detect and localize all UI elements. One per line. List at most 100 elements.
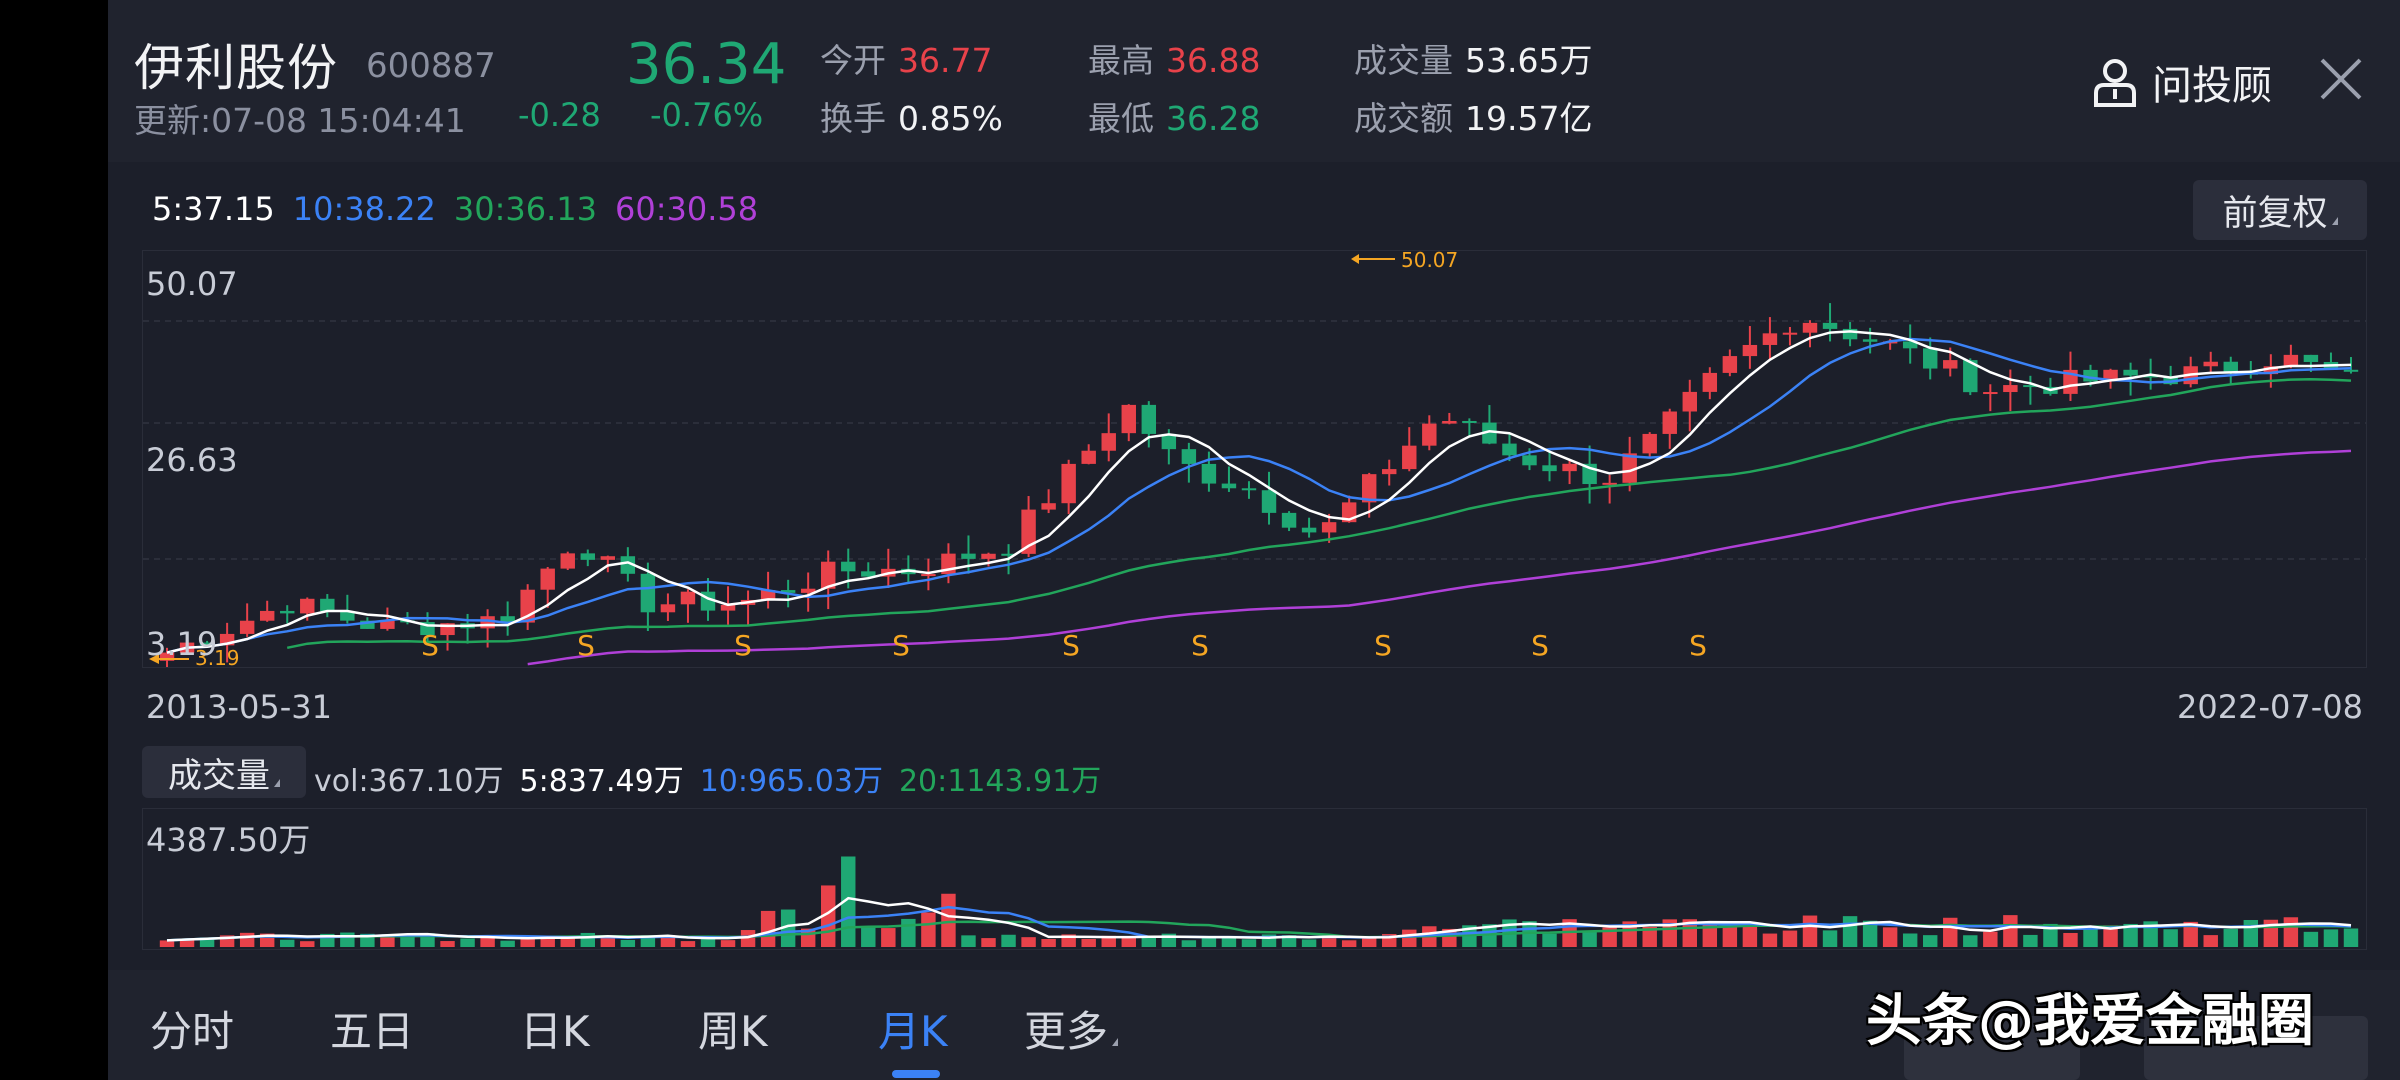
advisor-person-icon xyxy=(2094,59,2136,107)
volume-bar xyxy=(1101,935,1116,947)
volume-bar xyxy=(1361,937,1377,947)
volume-chart[interactable]: 4387.50万 xyxy=(142,808,2367,950)
candle-body xyxy=(1061,463,1076,504)
candle-body xyxy=(1241,488,1257,491)
candle-body xyxy=(2203,361,2218,367)
price-axis-top: 50.07 xyxy=(146,265,238,303)
candle-body xyxy=(640,573,656,613)
candle-body xyxy=(2143,375,2158,378)
volume-bar xyxy=(620,939,636,947)
candle-body xyxy=(1081,450,1096,464)
indicator-dropdown[interactable]: 成交量 xyxy=(142,746,306,798)
stat-amount-value: 19.57亿 xyxy=(1465,99,1593,138)
volume-bar xyxy=(2083,925,2098,947)
volume-bar xyxy=(600,936,616,947)
volume-bar xyxy=(1822,930,1838,947)
candle-body xyxy=(620,556,636,574)
tab-more[interactable]: 更多 xyxy=(1024,998,1119,1059)
volume-bar xyxy=(540,937,555,947)
candle-body xyxy=(1402,445,1417,470)
signal-marker: S xyxy=(1374,629,1392,662)
candle-body xyxy=(1602,482,1617,485)
candle-body xyxy=(1201,463,1217,484)
volume-bar xyxy=(1742,926,1758,947)
candle-body xyxy=(1361,474,1377,503)
end-date: 2022-07-08 xyxy=(2177,688,2363,726)
volume-bar xyxy=(861,927,876,947)
candle-body xyxy=(1161,433,1177,450)
tab-intraday[interactable]: 分时 xyxy=(150,1007,235,1056)
candle-body xyxy=(1802,322,1818,333)
volume-bar xyxy=(901,918,916,947)
volume-legend: vol:367.10万 5:837.49万 10:965.03万 20:1143… xyxy=(314,756,1101,800)
volume-bar xyxy=(680,941,696,947)
price-chart[interactable]: S S S S S S S S S 50.07 3.19 50.07 26.63 3.19 xyxy=(142,248,2367,678)
candle-body xyxy=(1442,420,1457,424)
candle-body xyxy=(780,590,796,593)
volume-bar xyxy=(1341,940,1357,947)
start-date: 2013-05-31 xyxy=(146,688,332,726)
volume-bar xyxy=(1301,939,1317,947)
volume-bar xyxy=(1402,929,1417,947)
stat-open: 今开 36.77 xyxy=(820,34,992,82)
candle-body xyxy=(1321,522,1337,533)
volume-bar xyxy=(1722,922,1738,947)
ma30-line xyxy=(286,378,2352,650)
stock-detail-screen: 伊利股份 600887 更新:07-08 15:04:41 36.34 -0.2… xyxy=(108,0,2400,1080)
volume-bar xyxy=(239,932,255,947)
max-marker-label: 50.07 xyxy=(1401,251,1458,272)
tab-monthly-k[interactable]: 月K xyxy=(878,1007,948,1056)
volume-bar xyxy=(520,935,535,947)
ma10-line xyxy=(166,337,2352,654)
stock-name: 伊利股份 xyxy=(134,39,338,97)
candle-body xyxy=(1762,333,1778,345)
candle-body xyxy=(720,604,736,611)
volume-bar xyxy=(2303,931,2319,947)
period-tab-bar: 分时 五日 日K 周K 月K 更多 xyxy=(108,970,2400,1080)
candle-body xyxy=(1141,404,1157,434)
candle-body xyxy=(1923,348,1938,369)
candlestick-svg: S S S S S S S S S 50.07 3.19 xyxy=(143,248,2366,678)
stat-turnover-value: 0.85% xyxy=(898,99,1003,138)
tab-weekly-k[interactable]: 周K xyxy=(698,1007,768,1056)
volume-bar xyxy=(300,941,315,947)
volume-bar xyxy=(560,938,575,947)
candle-body xyxy=(1181,449,1197,464)
ma60-value: 60:30.58 xyxy=(614,190,759,228)
candle-body xyxy=(1301,527,1317,533)
volume-bar xyxy=(380,934,395,947)
price-axis-bottom: 3.19 xyxy=(146,625,218,663)
max-marker-arrow xyxy=(1351,254,1359,264)
volume-bar xyxy=(159,940,175,947)
price-adjust-dropdown[interactable]: 前复权 xyxy=(2193,180,2367,240)
volume-ma5: 5:837.49万 xyxy=(519,764,684,799)
volume-bar xyxy=(981,938,996,947)
price-adjust-label: 前复权 xyxy=(2222,193,2328,234)
stat-volume-value: 53.65万 xyxy=(1465,41,1593,80)
volume-bar xyxy=(2163,929,2178,947)
ask-advisor-button[interactable]: 问投顾 xyxy=(2092,52,2272,112)
min-marker-label: 3.19 xyxy=(195,646,240,667)
candle-body xyxy=(2123,369,2138,376)
candle-body xyxy=(1983,392,1998,395)
action-button-right[interactable] xyxy=(2144,1016,2368,1080)
candle-body xyxy=(1943,360,1958,369)
price-axis-mid: 26.63 xyxy=(146,441,238,479)
tab-daily-k[interactable]: 日K xyxy=(520,1007,590,1056)
stat-high-value: 36.88 xyxy=(1166,41,1261,80)
candle-body xyxy=(1822,322,1838,329)
tab-five-day[interactable]: 五日 xyxy=(330,1007,415,1056)
volume-bar xyxy=(780,909,796,947)
signal-marker: S xyxy=(1191,629,1209,662)
candle-body xyxy=(2003,385,2018,393)
candle-body xyxy=(1842,328,1858,340)
close-icon[interactable] xyxy=(2316,54,2366,104)
stat-turnover-label: 换手 xyxy=(820,99,886,138)
candle-body xyxy=(1682,391,1697,412)
candle-body xyxy=(1221,483,1237,489)
candle-body xyxy=(861,571,876,577)
volume-bar xyxy=(1882,927,1898,947)
candle-body xyxy=(1382,469,1397,475)
volume-bar xyxy=(1902,933,1918,947)
action-button-left[interactable] xyxy=(1904,1016,2080,1080)
